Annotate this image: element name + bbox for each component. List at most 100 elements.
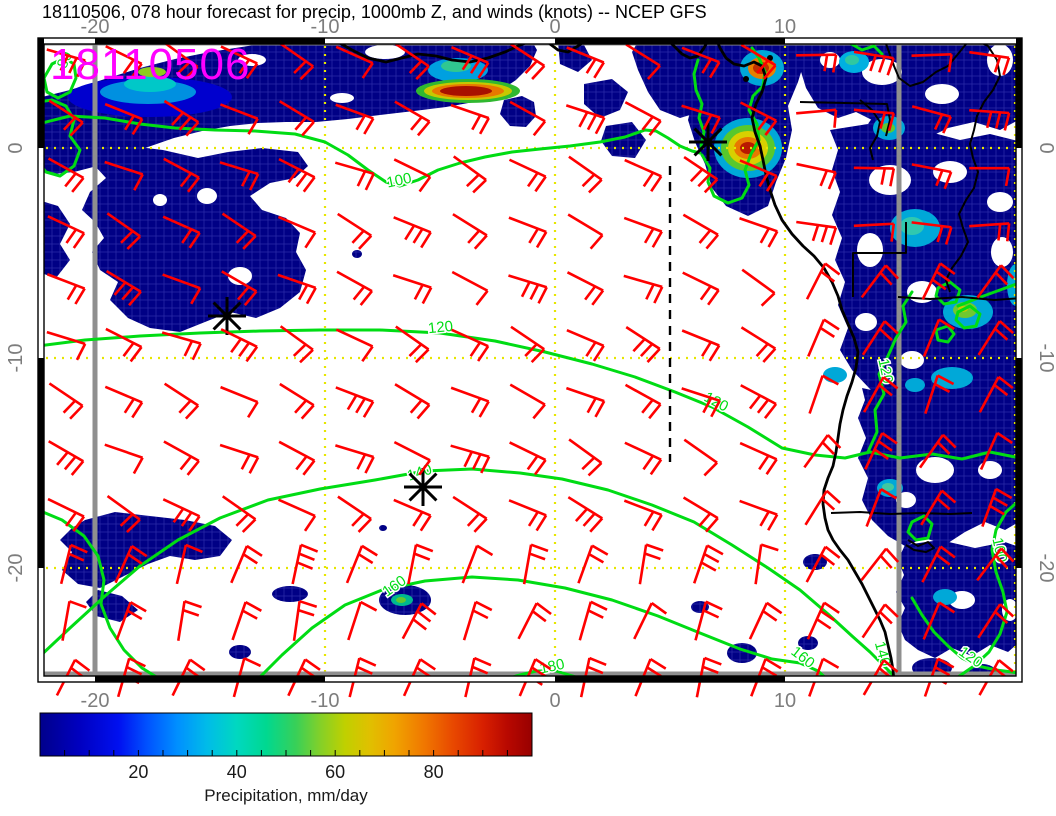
wind-barb (740, 43, 777, 80)
wind-barb (922, 318, 955, 358)
wind-barb (681, 104, 721, 135)
wind-barb (578, 600, 608, 641)
axis-tick-label: -10 (1035, 344, 1056, 373)
wind-barb (624, 101, 662, 136)
wind-barb (219, 161, 260, 191)
axis-tick-label: -10 (5, 344, 27, 373)
wind-barb (853, 222, 896, 242)
wind-barb (508, 499, 548, 532)
wind-barb (624, 441, 663, 476)
wind-barb (567, 496, 604, 533)
colorbar: 20 40 60 80 (39, 712, 533, 782)
wind-barb (568, 155, 603, 194)
wind-barb (978, 375, 1014, 413)
wind-barb (739, 159, 778, 192)
wind-barb (452, 155, 487, 194)
wind-barb (969, 50, 1011, 76)
wind-barb (277, 273, 317, 305)
wind-barb (509, 441, 547, 476)
wind-barb (739, 217, 779, 248)
wind-barb (176, 600, 202, 641)
map-frame (37, 37, 1023, 683)
wind-barb (922, 601, 956, 640)
wind-barb (278, 100, 315, 137)
wind-barb (739, 101, 778, 136)
wind-barb (741, 268, 776, 307)
wind-barb (976, 547, 1015, 582)
wind-barb (104, 160, 144, 191)
wind-barb (865, 488, 898, 527)
wind-barb (393, 216, 432, 249)
wind-barb (911, 221, 953, 245)
wind-barb (394, 100, 431, 137)
wind-barb (566, 46, 605, 79)
axis-tick-label: -20 (81, 16, 110, 38)
wind-barb (740, 384, 778, 419)
wind-barb (175, 543, 203, 585)
axis-tick-label: 0 (1035, 142, 1056, 153)
wind-barb (221, 495, 257, 533)
contour-label: 120 (701, 389, 731, 416)
wind-barb (977, 603, 1015, 639)
axis-tick-label: -10 (311, 690, 340, 712)
wind-barb (163, 157, 201, 193)
asterisk-marker (208, 297, 246, 335)
wind-barb (624, 383, 662, 420)
wind-barb (161, 331, 202, 361)
wind-barb (796, 220, 838, 246)
wind-barb (739, 441, 778, 475)
wind-barb (279, 42, 315, 81)
wind-barb (739, 499, 779, 531)
wind-barb (46, 48, 87, 78)
wind-barb (336, 270, 374, 306)
wind-barb (911, 53, 953, 73)
wind-barb (220, 328, 259, 363)
wind-barb (853, 50, 895, 76)
wind-barb (921, 545, 956, 583)
wind-barb (394, 42, 430, 81)
wind-barb (981, 487, 1013, 528)
wind-barb (508, 274, 548, 304)
wind-barb (508, 216, 548, 249)
wind-barb (623, 274, 664, 304)
wind-barb (450, 45, 490, 79)
wind-barb (335, 328, 374, 362)
wind-barb (104, 385, 144, 419)
wind-barb (694, 600, 723, 641)
wind-barb-layer (46, 42, 1015, 698)
wind-barb (860, 264, 900, 299)
wind-barb (748, 601, 783, 640)
colorbar-tick-label: 80 (424, 762, 444, 782)
wind-barb (565, 386, 606, 418)
wind-barb (860, 547, 900, 581)
wind-barb (105, 269, 142, 307)
wind-barb (976, 264, 1015, 299)
wind-barb (633, 601, 668, 640)
wind-barb (638, 543, 664, 585)
wind-barb (345, 544, 378, 584)
wind-barb (740, 326, 777, 363)
wind-barb (337, 212, 373, 250)
wind-barb (393, 158, 432, 193)
wind-barb (754, 543, 779, 585)
wind-barb (452, 213, 488, 250)
wind-barb (918, 433, 957, 469)
wind-barb (114, 545, 148, 584)
wind-barb (509, 100, 547, 137)
wind-barb (681, 387, 721, 418)
wind-barb (47, 215, 86, 249)
wind-barb (969, 108, 1011, 131)
wind-barb (510, 43, 546, 80)
wind-barb (115, 601, 147, 641)
wind-barb (104, 443, 144, 475)
wind-barb (61, 600, 87, 641)
wind-barb (624, 158, 663, 192)
wind-barb (279, 325, 314, 364)
wind-barb (106, 212, 142, 250)
wind-barb (452, 495, 488, 533)
wind-barb (568, 438, 603, 477)
wind-barb (451, 270, 489, 306)
wind-barb (625, 43, 661, 80)
